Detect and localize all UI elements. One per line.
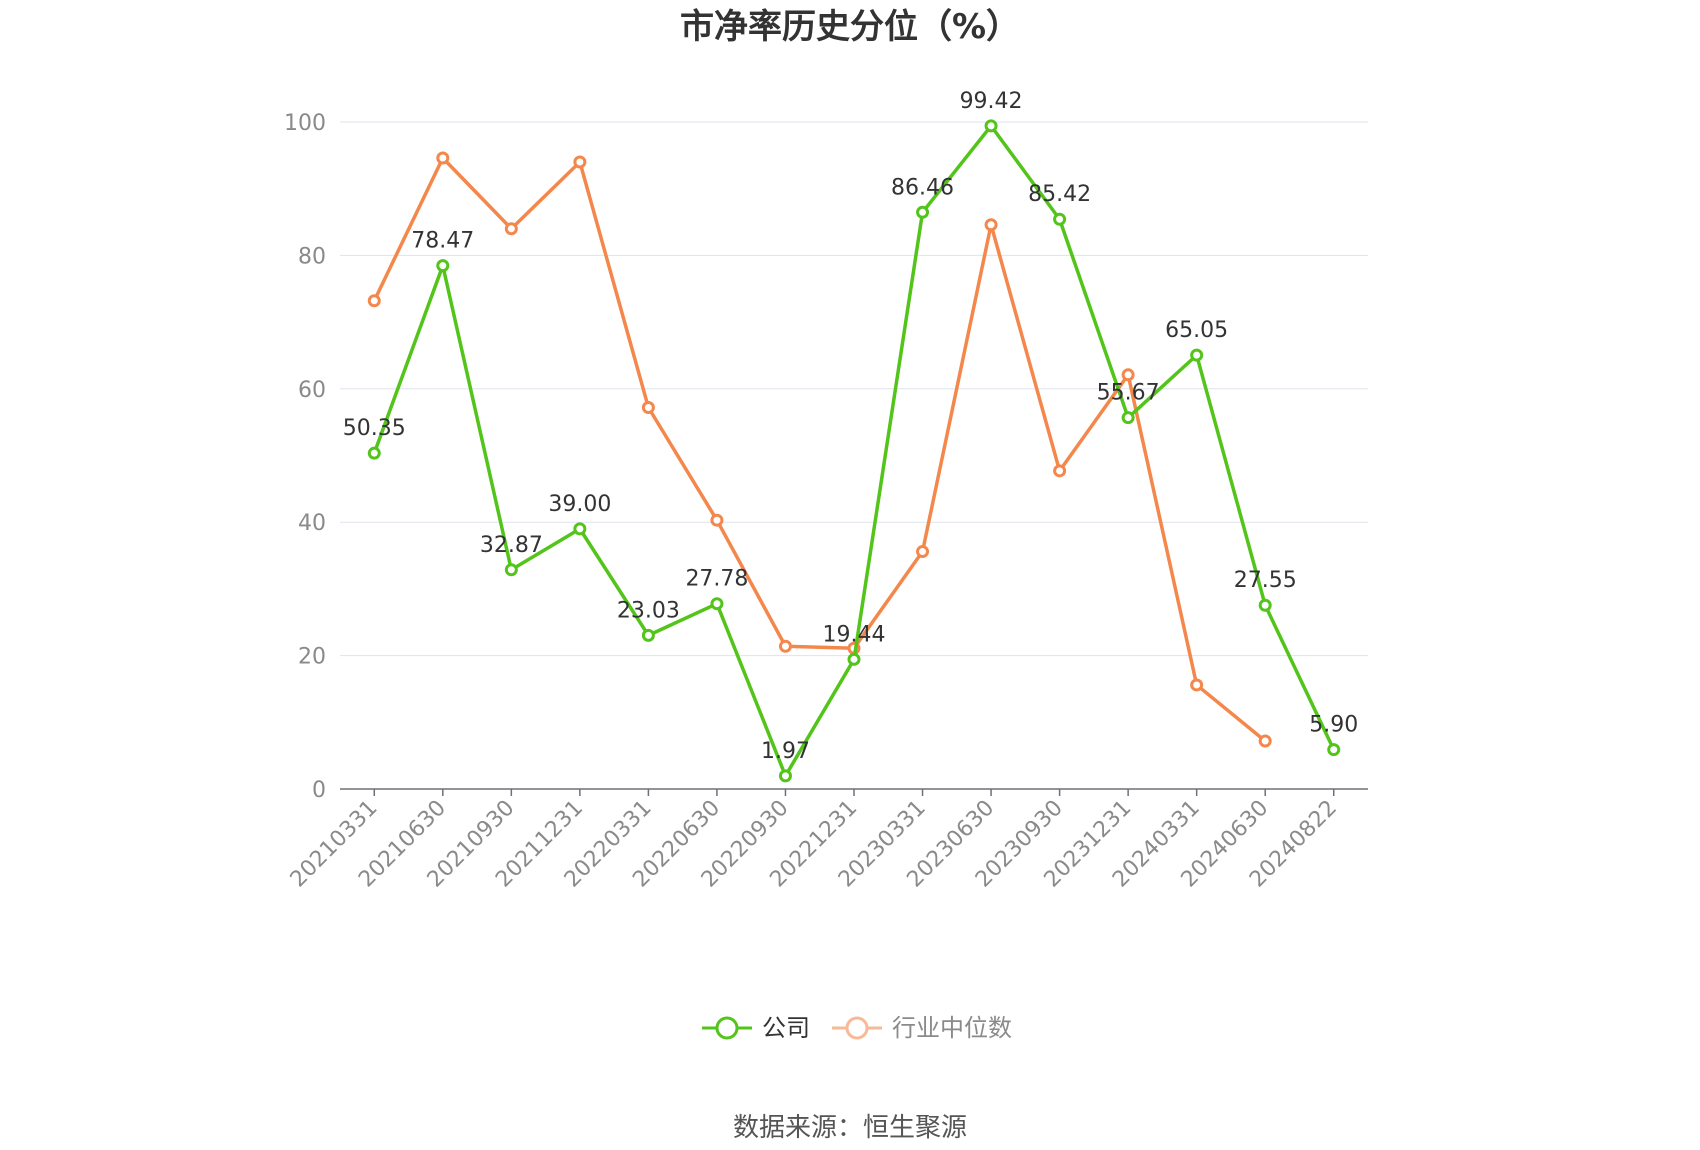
data-point[interactable] xyxy=(504,222,518,236)
y-tick-label: 0 xyxy=(312,778,326,803)
data-label: 27.78 xyxy=(685,567,748,592)
chart-title: 市净率历史分位（%） xyxy=(680,7,1020,47)
y-tick-label: 20 xyxy=(298,645,326,670)
data-point[interactable] xyxy=(984,218,998,232)
data-point[interactable] xyxy=(641,400,655,414)
data-label: 19.44 xyxy=(823,622,886,647)
data-label: 55.67 xyxy=(1097,381,1160,406)
y-tick-label: 80 xyxy=(298,244,326,269)
data-point[interactable] xyxy=(1053,464,1067,478)
y-tick-label: 60 xyxy=(298,378,326,403)
data-label: 65.05 xyxy=(1165,318,1228,343)
data-label: 27.55 xyxy=(1234,568,1297,593)
data-point[interactable] xyxy=(1053,212,1067,226)
series-line-industry-median xyxy=(372,156,1267,743)
data-label: 32.87 xyxy=(480,533,543,558)
legend-item-industry-median[interactable]: 行业中位数 xyxy=(832,1014,1012,1042)
data-label: 78.47 xyxy=(411,229,474,254)
data-point[interactable] xyxy=(436,259,450,273)
data-label: 39.00 xyxy=(548,492,611,517)
legend-marker-industry-icon xyxy=(845,1016,869,1040)
data-label: 23.03 xyxy=(617,598,680,623)
data-point[interactable] xyxy=(1258,598,1272,612)
grid xyxy=(340,121,1368,657)
legend-label-company: 公司 xyxy=(762,1014,810,1042)
data-point[interactable] xyxy=(710,597,724,611)
data-point[interactable] xyxy=(1121,411,1135,425)
data-point[interactable] xyxy=(641,628,655,642)
data-label: 85.42 xyxy=(1028,182,1091,207)
data-point[interactable] xyxy=(504,563,518,577)
data-point[interactable] xyxy=(367,446,381,460)
data-point[interactable] xyxy=(710,513,724,527)
legend-label-industry-median: 行业中位数 xyxy=(892,1014,1012,1042)
data-point[interactable] xyxy=(916,205,930,219)
legend-item-company[interactable]: 公司 xyxy=(702,1014,810,1042)
data-point[interactable] xyxy=(1121,368,1135,382)
data-label: 86.46 xyxy=(891,175,954,200)
data-point[interactable] xyxy=(573,522,587,536)
data-point[interactable] xyxy=(1190,348,1204,362)
y-tick-label: 40 xyxy=(298,511,326,536)
data-point[interactable] xyxy=(1258,734,1272,748)
data-label: 50.35 xyxy=(343,416,406,441)
data-label: 99.42 xyxy=(960,89,1023,114)
data-point[interactable] xyxy=(778,639,792,653)
data-label: 1.97 xyxy=(761,739,810,764)
data-point[interactable] xyxy=(778,769,792,783)
data-point[interactable] xyxy=(1190,678,1204,692)
data-point[interactable] xyxy=(367,294,381,308)
data-point[interactable] xyxy=(436,151,450,165)
legend[interactable]: 公司 行业中位数 xyxy=(702,1014,1012,1042)
data-point[interactable] xyxy=(984,119,998,133)
data-point[interactable] xyxy=(1327,743,1341,757)
series-layer xyxy=(367,119,1341,783)
data-source: 数据来源：恒生聚源 xyxy=(733,1113,967,1143)
data-label: 5.90 xyxy=(1309,713,1358,738)
y-tick-label: 100 xyxy=(284,111,326,136)
data-point[interactable] xyxy=(847,652,861,666)
legend-marker-company-icon xyxy=(715,1016,739,1040)
data-point[interactable] xyxy=(916,545,930,559)
data-point[interactable] xyxy=(573,155,587,169)
